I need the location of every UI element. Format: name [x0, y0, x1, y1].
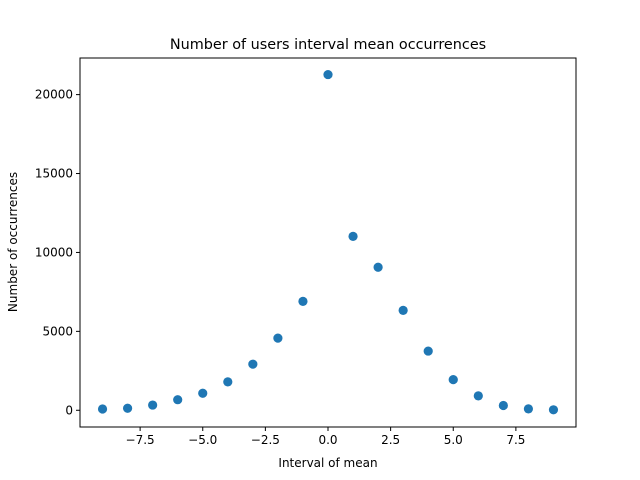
data-point [348, 231, 358, 241]
data-point [373, 262, 383, 272]
y-tick-label: 5000 [42, 324, 73, 338]
data-point [223, 377, 233, 387]
x-axis: −7.5 −5.0 −2.5 0.0 2.5 5.0 7.5 [126, 427, 525, 447]
chart-title: Number of users interval mean occurrence… [170, 37, 486, 53]
data-point [398, 305, 408, 315]
data-point [248, 359, 258, 369]
x-tick-label: −2.5 [251, 433, 280, 447]
data-point [273, 333, 283, 343]
data-point [473, 391, 483, 401]
y-tick-label: 10000 [35, 245, 73, 259]
y-tick-label: 0 [65, 403, 73, 417]
y-tick-label: 20000 [35, 88, 73, 102]
data-point [548, 405, 559, 415]
data-point [148, 400, 158, 410]
data-point [423, 346, 433, 356]
data-point [298, 296, 308, 306]
data-point [122, 403, 133, 413]
y-axis-label: Number of occurrences [6, 172, 20, 312]
data-point [198, 388, 208, 398]
x-tick-label: −7.5 [126, 433, 155, 447]
x-tick-label: 2.5 [381, 433, 400, 447]
x-tick-label: 0.0 [318, 433, 337, 447]
x-tick-label: 7.5 [506, 433, 525, 447]
data-points [97, 69, 559, 415]
y-axis: 0 5000 10000 15000 20000 [35, 88, 80, 417]
x-tick-label: −5.0 [188, 433, 217, 447]
x-axis-label: Interval of mean [278, 456, 377, 470]
data-point [523, 404, 534, 414]
data-point [448, 375, 458, 385]
data-point [97, 404, 108, 414]
y-tick-label: 15000 [35, 167, 73, 181]
data-point [173, 395, 183, 405]
data-point [323, 69, 333, 80]
data-point [498, 400, 508, 411]
x-tick-label: 5.0 [444, 433, 463, 447]
